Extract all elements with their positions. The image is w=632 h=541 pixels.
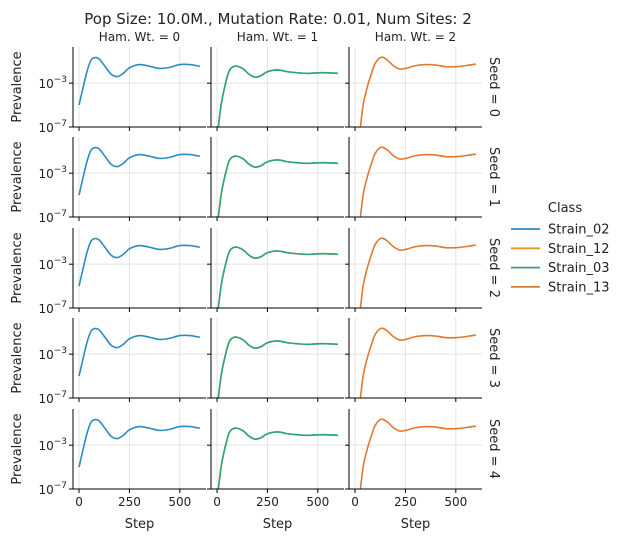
y-axis-label: Prevalence <box>10 322 25 393</box>
legend-entry-Strain_12: Strain_12 <box>511 242 610 257</box>
panel-seed-1-hamwt-1 <box>207 137 344 221</box>
x-tick-label: 250 <box>394 495 417 509</box>
y-tick-label: 10−7 <box>38 300 67 316</box>
column-label: Ham. Wt. = 1 <box>237 30 318 44</box>
series-line-Strain_03 <box>217 65 338 127</box>
x-tick-label: 0 <box>351 495 359 509</box>
y-axis-label: Prevalence <box>10 232 25 303</box>
legend-entry-Strain_03: Strain_03 <box>511 261 610 276</box>
y-tick-label: 10−3 <box>38 75 67 91</box>
y-tick-label: 10−3 <box>38 256 67 272</box>
panel-seed-2-hamwt-1 <box>207 228 344 312</box>
series-line-Strain_13 <box>359 146 477 217</box>
x-tick-label: 0 <box>213 495 221 509</box>
x-tick-label: 500 <box>168 495 191 509</box>
column-label: Ham. Wt. = 0 <box>99 30 180 44</box>
series-line-Strain_13 <box>359 327 477 398</box>
row-label: Seed = 1 <box>486 147 501 207</box>
panel-seed-1-hamwt-0: 10−3 10−7 Prevalence <box>10 137 206 225</box>
x-tick-label: 500 <box>306 495 329 509</box>
row-label: Seed = 2 <box>486 238 501 298</box>
y-tick-label: 10−3 <box>38 437 67 453</box>
series-line-Strain_02 <box>78 327 201 377</box>
x-axis-label: Step <box>125 517 155 532</box>
legend-entry-Strain_13: Strain_13 <box>511 280 610 295</box>
x-axis-label: Step <box>401 517 431 532</box>
panel-seed-4-hamwt-0: 10−3 10−7 Prevalence 0 250 500 Step <box>10 409 206 532</box>
legend: Class Strain_02 Strain_12 Strain_03 Strain_… <box>511 201 610 295</box>
panel-seed-2-hamwt-0: 10−3 10−7 Prevalence <box>10 228 206 316</box>
series-line-Strain_02 <box>78 418 201 468</box>
panel-seed-1-hamwt-2: Seed = 1 <box>345 137 501 221</box>
y-axis-label: Prevalence <box>10 141 25 212</box>
panel-seed-3-hamwt-2: Seed = 3 <box>345 318 501 402</box>
series-line-Strain_02 <box>78 146 201 196</box>
panel-seed-0-hamwt-2: Ham. Wt. = 2 Seed = 0 <box>345 30 501 131</box>
row-label: Seed = 3 <box>486 328 501 388</box>
y-tick-label: 10−3 <box>38 165 67 181</box>
series-line-Strain_13 <box>359 418 477 489</box>
x-tick-label: 250 <box>256 495 279 509</box>
legend-label: Strain_13 <box>548 280 610 295</box>
legend-title: Class <box>548 201 582 216</box>
x-axis-label: Step <box>263 517 293 532</box>
series-line-Strain_03 <box>217 336 339 398</box>
legend-label: Strain_02 <box>548 223 610 238</box>
panel-seed-4-hamwt-1: 0 250 500 Step <box>207 409 344 532</box>
row-label: Seed = 0 <box>486 57 501 117</box>
panel-seed-3-hamwt-0: 10−3 10−7 Prevalence <box>10 318 206 406</box>
series-line-Strain_03 <box>217 246 339 308</box>
series-line-Strain_13 <box>359 56 477 127</box>
series-line-Strain_13 <box>359 237 477 308</box>
y-tick-label: 10−7 <box>38 209 67 225</box>
row-label: Seed = 4 <box>486 419 501 479</box>
series-line-Strain_02 <box>78 56 201 106</box>
series-line-Strain_02 <box>78 237 201 287</box>
panel-seed-0-hamwt-1: Ham. Wt. = 1 <box>207 30 344 131</box>
x-tick-label: 500 <box>444 495 467 509</box>
legend-entry-Strain_02: Strain_02 <box>511 223 610 238</box>
x-tick-label: 0 <box>75 495 83 509</box>
y-axis-label: Prevalence <box>10 413 25 484</box>
x-tick-label: 250 <box>118 495 141 509</box>
legend-label: Strain_03 <box>548 261 610 276</box>
y-axis-label: Prevalence <box>10 51 25 122</box>
panel-seed-2-hamwt-2: Seed = 2 <box>345 228 501 312</box>
y-tick-label: 10−7 <box>38 390 67 406</box>
column-label: Ham. Wt. = 2 <box>375 30 456 44</box>
y-tick-label: 10−3 <box>38 346 67 362</box>
y-tick-label: 10−7 <box>38 119 67 135</box>
panel-seed-0-hamwt-0: 10−3 10−7 Prevalence Ham. Wt. = 0 <box>10 30 206 135</box>
series-line-Strain_03 <box>217 427 339 489</box>
series-line-Strain_03 <box>217 155 339 217</box>
legend-label: Strain_12 <box>548 242 610 257</box>
panel-seed-3-hamwt-1 <box>207 318 344 402</box>
chart-title: Pop Size: 10.0M., Mutation Rate: 0.01, N… <box>84 10 472 28</box>
y-tick-label: 10−7 <box>38 481 67 497</box>
panel-seed-4-hamwt-2: Seed = 4 0 250 500 Step <box>345 409 501 532</box>
